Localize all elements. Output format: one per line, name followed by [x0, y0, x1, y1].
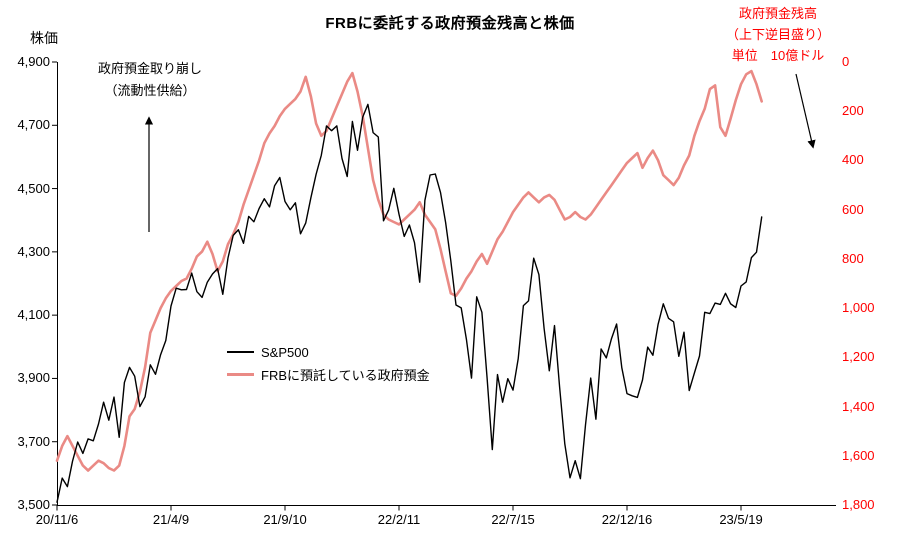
tga-line-swatch	[227, 372, 254, 376]
y-tick-label-right: 1,600	[842, 447, 875, 463]
y-tick-label-right: 600	[842, 201, 864, 217]
x-tick-label: 20/11/6	[35, 512, 79, 527]
y-tick-label-right: 1,200	[842, 349, 875, 365]
y-tick-label-left: 3,900	[17, 370, 50, 386]
y-tick-label-right: 0	[842, 54, 850, 69]
tga-line	[55, 69, 764, 472]
legend-item-sp500: S&P500	[227, 341, 430, 363]
y-tick-label-left: 3,700	[17, 433, 50, 449]
x-tick-label: 22/2/11	[377, 512, 421, 527]
chart-title: FRBに委託する政府預金残高と株価	[325, 15, 575, 32]
x-tick-label: 22/12/16	[601, 512, 653, 527]
right-axis-title-line2: （上下逆目盛り）	[725, 27, 830, 42]
legend-label-tga: FRBに預託している政府預金	[261, 367, 430, 383]
annotation-drawdown-line1: 政府預金取り崩し	[97, 61, 202, 76]
legend: S&P500 FRBに預託している政府預金	[227, 341, 430, 385]
x-tick-label: 23/5/19	[719, 512, 763, 527]
sp500-line-swatch	[227, 351, 254, 353]
y-tick-label-left: 4,900	[17, 54, 50, 69]
annotation-drawdown-line2: （流動性供給）	[104, 83, 196, 98]
future-down-arrow	[795, 73, 816, 149]
left-axis-title: 株価	[30, 30, 58, 46]
y-tick-label-right: 200	[842, 103, 864, 119]
right-axis-title-line3: 単位 10億ドル	[731, 48, 825, 63]
y-tick-label-left: 4,500	[17, 180, 50, 196]
y-tick-label-right: 1,000	[842, 300, 875, 316]
y-tick-label-right: 1,800	[842, 497, 875, 512]
x-tick-label: 22/7/15	[491, 512, 535, 527]
y-tick-label-left: 4,100	[17, 307, 50, 323]
axis-tick-marks	[52, 61, 742, 511]
sp500-line	[56, 103, 763, 503]
y-tick-label-right: 400	[842, 152, 864, 168]
right-axis-title: 政府預金残高 （上下逆目盛り） 単位 10億ドル	[712, 3, 844, 66]
annotation-drawdown: 政府預金取り崩し （流動性供給）	[75, 58, 225, 102]
y-tick-label-left: 3,500	[17, 497, 50, 512]
x-tick-label: 21/9/10	[263, 512, 307, 527]
y-tick-label-right: 1,400	[842, 398, 875, 414]
x-tick-label: 21/4/9	[152, 512, 190, 527]
y-tick-label-right: 800	[842, 250, 864, 266]
legend-item-tga: FRBに預託している政府預金	[227, 363, 430, 385]
legend-label-sp500: S&P500	[261, 344, 309, 360]
right-axis-title-line1: 政府預金残高	[738, 6, 817, 21]
y-tick-label-left: 4,300	[17, 243, 50, 259]
y-tick-label-left: 4,700	[17, 117, 50, 133]
